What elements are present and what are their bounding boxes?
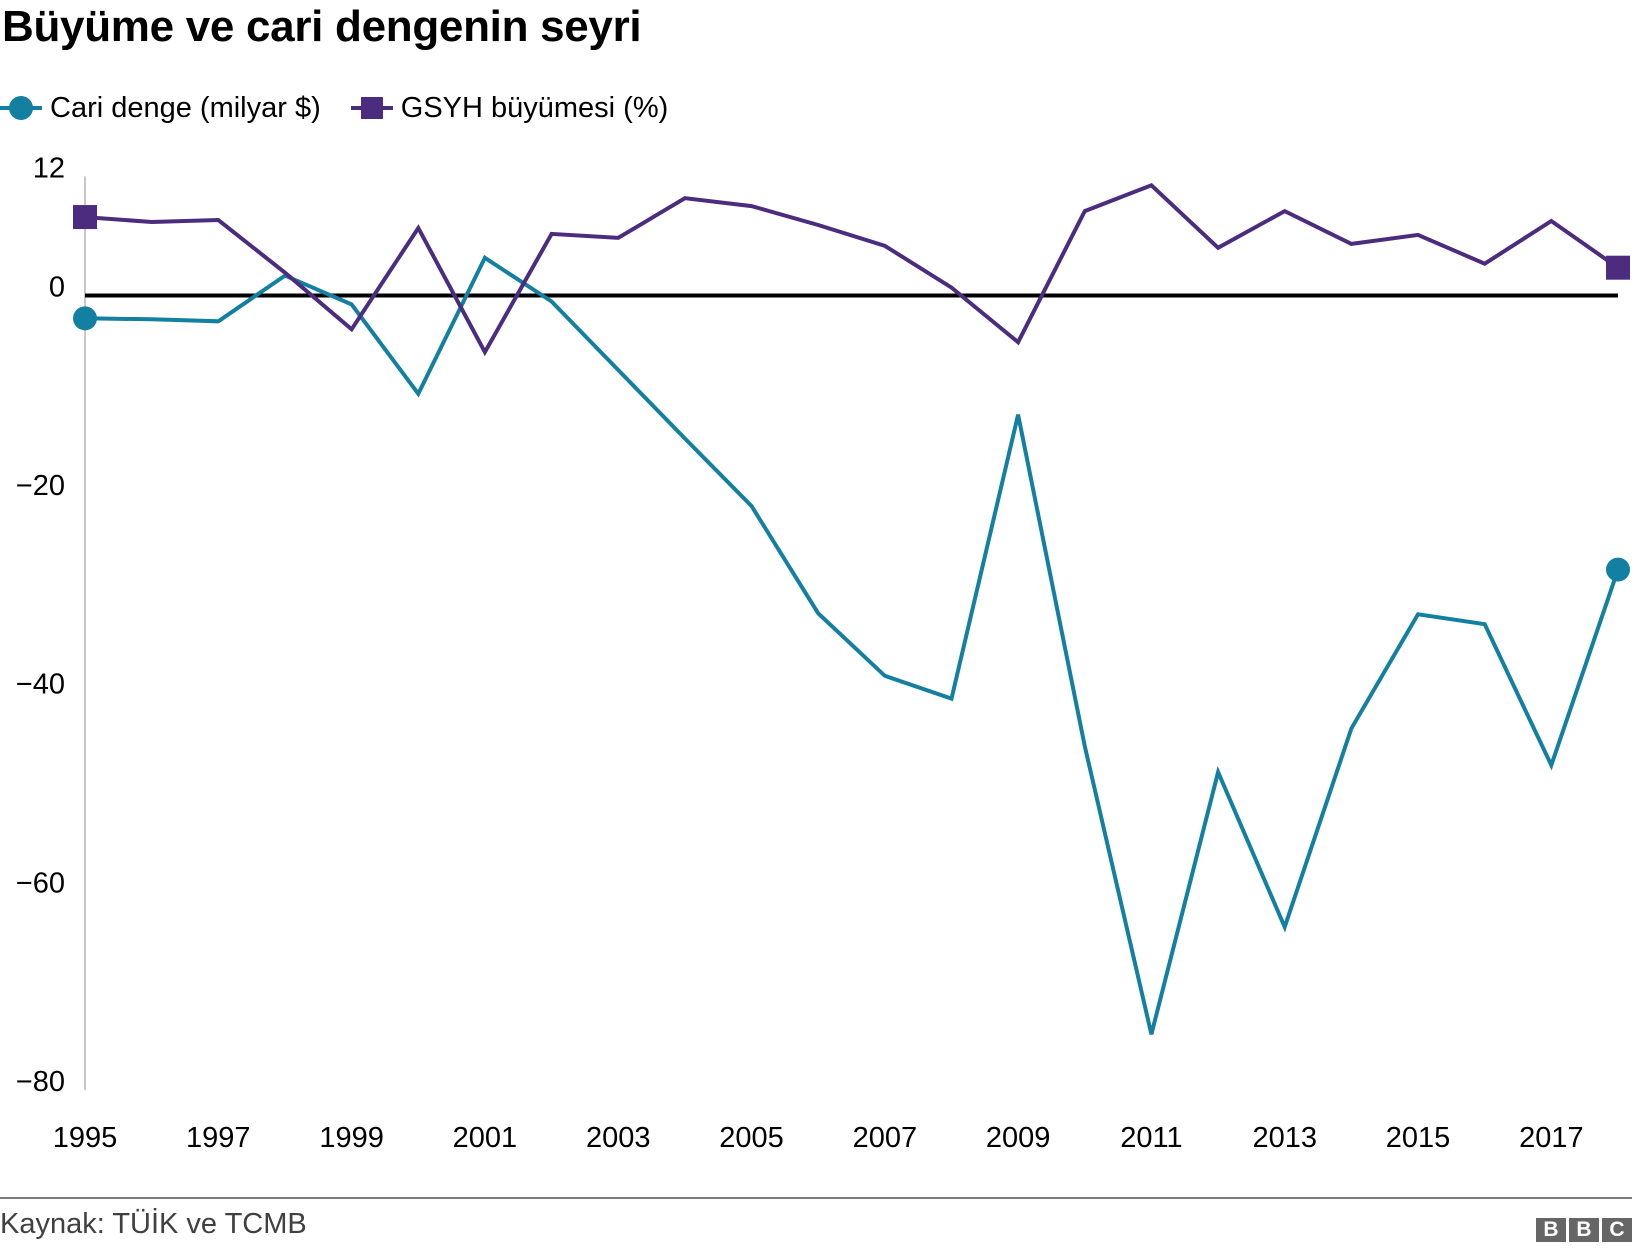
line-chart: 12 0 −20 −40 −60 −80 1995 1997 1999 2001 2003 2005… <box>16 152 1630 1154</box>
square-marker-icon <box>350 93 393 123</box>
bbc-logo-letter: B <box>1536 1218 1566 1242</box>
legend: Cari denge (milyar $) GSYH büyümesi (%) <box>0 88 698 128</box>
x-tick-label: 2013 <box>1252 1122 1317 1154</box>
square-marker-icon <box>1606 255 1630 280</box>
x-tick-label: 2017 <box>1519 1122 1584 1154</box>
bbc-logo-letter: C <box>1602 1218 1632 1242</box>
x-tick-label: 2003 <box>586 1122 651 1154</box>
series-line-current-account <box>84 254 1620 1035</box>
chart-title: Büyüme ve cari dengenin seyri <box>2 2 642 51</box>
bbc-logo-letter: B <box>1569 1218 1599 1242</box>
x-tick-label: 1999 <box>319 1122 384 1154</box>
x-tick-label: 1997 <box>186 1122 251 1154</box>
series-line-gdp-growth <box>84 182 1620 357</box>
x-tick-label: 2011 <box>1120 1122 1182 1154</box>
series-layer <box>73 182 1630 1035</box>
x-tick-label: 2009 <box>986 1122 1051 1154</box>
y-tick-label: −20 <box>16 470 65 502</box>
source-note: Kaynak: TÜİK ve TCMB <box>0 1208 307 1240</box>
x-tick-label: 1995 <box>53 1122 118 1154</box>
legend-label-gdp-growth: GSYH büyümesi (%) <box>400 91 669 124</box>
footer-divider <box>0 1197 1632 1199</box>
y-tick-label: −60 <box>16 867 65 899</box>
legend-label-current-account: Cari denge (milyar $) <box>50 91 321 124</box>
circle-marker-icon <box>73 306 97 331</box>
y-tick-label: 0 <box>49 272 65 304</box>
y-axis-labels: 12 0 −20 −40 −60 −80 <box>16 152 65 1098</box>
y-tick-label: −80 <box>16 1066 65 1098</box>
x-tick-label: 2001 <box>453 1122 518 1154</box>
y-tick-label: −40 <box>16 669 65 701</box>
x-tick-label: 2005 <box>719 1122 784 1154</box>
square-marker-icon <box>73 205 97 230</box>
circle-marker-icon <box>1606 557 1630 582</box>
x-axis-labels: 1995 1997 1999 2001 2003 2005 2007 2009 2011 2013… <box>53 1122 1584 1154</box>
legend-item-gdp-growth: GSYH büyümesi (%) <box>350 91 669 125</box>
x-tick-label: 2015 <box>1386 1122 1451 1154</box>
x-tick-label: 2007 <box>853 1122 918 1154</box>
legend-item-current-account: Cari denge (milyar $) <box>0 92 321 125</box>
y-tick-label: 12 <box>33 152 65 184</box>
circle-marker-icon <box>0 93 42 123</box>
bbc-logo: B B C <box>1536 1218 1632 1242</box>
